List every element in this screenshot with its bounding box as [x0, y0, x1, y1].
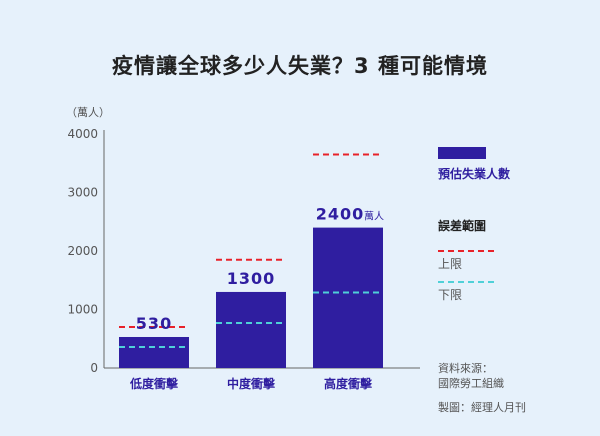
footer: 資料來源： 國際勞工組織 製圖：經理人月刊	[438, 361, 526, 414]
legend-swatch-bar	[438, 147, 486, 159]
source-label: 資料來源：	[438, 361, 493, 375]
y-tick-label-3: 3000	[67, 186, 98, 200]
y-tick-label-0: 0	[90, 361, 98, 375]
data-label-0: 530	[136, 314, 172, 333]
legend-label-series: 預估失業人數	[438, 166, 510, 181]
category-label-1: 中度衝擊	[227, 376, 276, 391]
legend-heading-error-range: 誤差範圍	[438, 218, 486, 233]
legend-label-lower: 下限	[438, 288, 462, 302]
data-label-1: 1300	[227, 269, 276, 288]
category-label-0: 低度衝擊	[129, 376, 179, 391]
y-axis-unit-label: （萬人）	[66, 106, 110, 119]
y-tick-label-1: 1000	[67, 303, 98, 317]
bar-1	[216, 291, 286, 368]
source-name: 國際勞工組織	[438, 376, 504, 390]
chart-title: 疫情讓全球多少人失業？3 種可能情境	[112, 54, 488, 78]
legend-label-upper: 上限	[438, 257, 462, 271]
data-label-2: 2400	[316, 205, 365, 224]
y-tick-label-2: 2000	[67, 244, 98, 258]
y-tick-label-4: 4000	[67, 127, 98, 141]
data-label-unit: 萬人	[364, 210, 384, 223]
made-by: 製圖：經理人月刊	[438, 400, 526, 414]
bar-2	[313, 227, 383, 368]
bar-0	[119, 336, 189, 368]
category-label-2: 高度衝擊	[324, 376, 373, 391]
